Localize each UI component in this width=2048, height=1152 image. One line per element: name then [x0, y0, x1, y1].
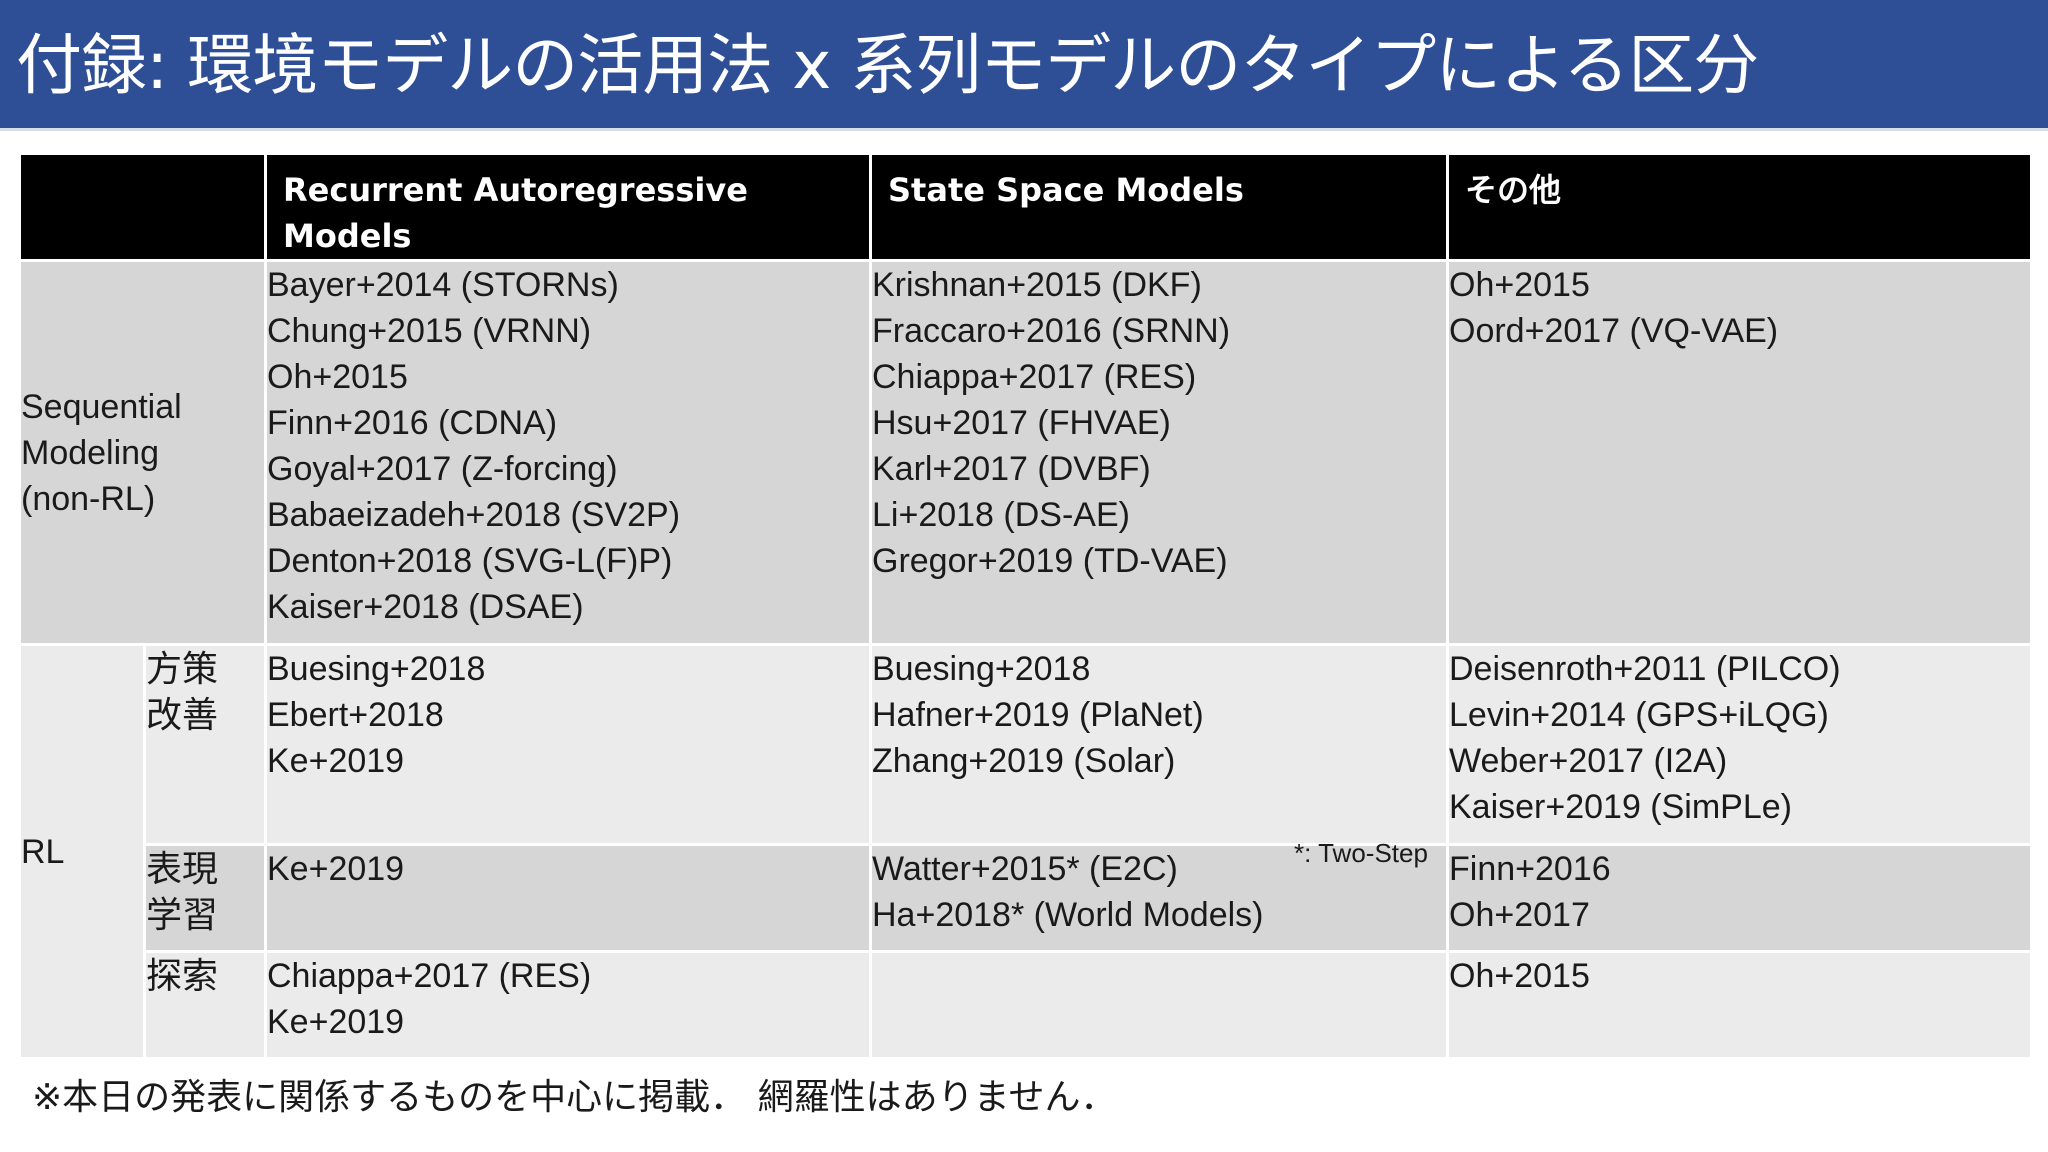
cell-policy-rar: Buesing+2018 Ebert+2018 Ke+2019: [264, 643, 872, 846]
subhead-label-line: 方策: [146, 648, 219, 689]
paper-entry: Krishnan+2015 (DKF): [872, 266, 1202, 304]
cell-sequential-rar: Bayer+2014 (STORNs) Chung+2015 (VRNN) Oh…: [264, 259, 872, 646]
subhead-exploration: 探索: [143, 950, 267, 1060]
paper-entry: Oh+2015: [1449, 957, 1590, 995]
cell-sequential-other: Oh+2015 Oord+2017 (VQ-VAE): [1446, 259, 2033, 646]
paper-entry: Babaeizadeh+2018 (SV2P): [267, 496, 681, 534]
paper-entry: Buesing+2018: [872, 650, 1091, 688]
paper-entry: Zhang+2019 (Solar): [872, 742, 1176, 780]
subhead-label-line: 改善: [146, 694, 219, 735]
row-sequential: Sequential Modeling (non-RL) Bayer+2014 …: [18, 259, 2033, 646]
paper-entry: Deisenroth+2011 (PILCO): [1449, 650, 1841, 688]
paper-entry: Li+2018 (DS-AE): [872, 496, 1130, 534]
paper-entry: Hafner+2019 (PlaNet): [872, 696, 1204, 734]
paper-entry: Hsu+2017 (FHVAE): [872, 404, 1171, 442]
paper-entry: Ke+2019: [267, 850, 405, 888]
slide-title: 付録: 環境モデルの活用法 x 系列モデルのタイプによる区分: [16, 27, 1759, 104]
paper-entry: Weber+2017 (I2A): [1449, 742, 1728, 780]
rowhead-sequential: Sequential Modeling (non-RL): [18, 259, 267, 646]
paper-entry: Chiappa+2017 (RES): [872, 358, 1197, 396]
paper-entry: Oh+2017: [1449, 896, 1590, 934]
paper-entry: Chiappa+2017 (RES): [267, 957, 592, 995]
paper-entry: Ebert+2018: [267, 696, 444, 734]
paper-entry: Karl+2017 (DVBF): [872, 450, 1151, 488]
header-ssm: State Space Models: [869, 152, 1449, 262]
classification-table: Recurrent Autoregressive Models State Sp…: [18, 152, 2033, 1060]
cell-policy-other: Deisenroth+2011 (PILCO) Levin+2014 (GPS+…: [1446, 643, 2033, 846]
two-step-note: *: Two-Step: [1294, 838, 1428, 868]
rowhead-rl: RL: [18, 643, 146, 1060]
paper-entry: Kaiser+2018 (DSAE): [267, 588, 584, 626]
header-corner: [18, 152, 267, 262]
paper-entry: Bayer+2014 (STORNs): [267, 266, 619, 304]
rowhead-label-line: (non-RL): [21, 479, 156, 518]
paper-entry: Kaiser+2019 (SimPLe): [1449, 788, 1793, 826]
paper-entry: Ke+2019: [267, 1003, 405, 1041]
cell-exploration-rar: Chiappa+2017 (RES) Ke+2019: [264, 950, 872, 1060]
cell-representation-other: Finn+2016 Oh+2017: [1446, 843, 2033, 953]
rowhead-label-line: Sequential: [21, 387, 182, 426]
paper-entry: Gregor+2019 (TD-VAE): [872, 542, 1228, 580]
paper-entry: Denton+2018 (SVG-L(F)P): [267, 542, 673, 580]
rowhead-label-line: RL: [21, 832, 65, 871]
paper-entry: Goyal+2017 (Z-forcing): [267, 450, 618, 488]
cell-policy-ssm: Buesing+2018 Hafner+2019 (PlaNet) Zhang+…: [869, 643, 1449, 846]
paper-entry: Levin+2014 (GPS+iLQG): [1449, 696, 1829, 734]
rowhead-label-line: Modeling: [21, 433, 159, 472]
header-rar: Recurrent Autoregressive Models: [264, 152, 872, 262]
subhead-label-line: 表現: [146, 848, 219, 889]
paper-entry: Oh+2015: [1449, 266, 1590, 304]
cell-representation-rar: Ke+2019: [264, 843, 872, 953]
cell-representation-ssm: Watter+2015* (E2C) Ha+2018* (World Model…: [869, 843, 1449, 953]
subhead-representation: 表現 学習: [143, 843, 267, 953]
paper-entry: Oh+2015: [267, 358, 408, 396]
paper-entry: Watter+2015* (E2C): [872, 850, 1178, 888]
header-other: その他: [1446, 152, 2033, 262]
paper-entry: Chung+2015 (VRNN): [267, 312, 592, 350]
title-bar: 付録: 環境モデルの活用法 x 系列モデルのタイプによる区分: [0, 0, 2048, 128]
title-divider: [0, 128, 2048, 131]
row-rl-representation: 表現 学習 Ke+2019 Watter+2015* (E2C) Ha+2018…: [20, 843, 2033, 953]
paper-entry: Finn+2016: [1449, 850, 1611, 888]
cell-exploration-ssm: [869, 950, 1449, 1060]
paper-entry: Oord+2017 (VQ-VAE): [1449, 312, 1779, 350]
row-rl-policy: RL 方策 改善 Buesing+2018 Ebert+2018 Ke+2019…: [18, 643, 2033, 1060]
header-row: Recurrent Autoregressive Models State Sp…: [18, 152, 2033, 262]
footnote: ※本日の発表に関係するものを中心に掲載． 網羅性はありません．: [32, 1077, 1117, 1118]
subhead-policy: 方策 改善: [143, 643, 267, 846]
paper-entry: Buesing+2018: [267, 650, 486, 688]
cell-exploration-other: Oh+2015: [1446, 950, 2033, 1060]
row-rl-exploration: 探索 Chiappa+2017 (RES) Ke+2019 Oh+2015: [20, 950, 2033, 1060]
paper-entry: Ha+2018* (World Models): [872, 896, 1264, 934]
cell-sequential-ssm: Krishnan+2015 (DKF) Fraccaro+2016 (SRNN)…: [869, 259, 1449, 646]
paper-entry: Finn+2016 (CDNA): [267, 404, 558, 442]
subhead-label-line: 探索: [146, 955, 219, 996]
paper-entry: Ke+2019: [267, 742, 405, 780]
paper-entry: Fraccaro+2016 (SRNN): [872, 312, 1231, 350]
subhead-label-line: 学習: [146, 894, 219, 935]
